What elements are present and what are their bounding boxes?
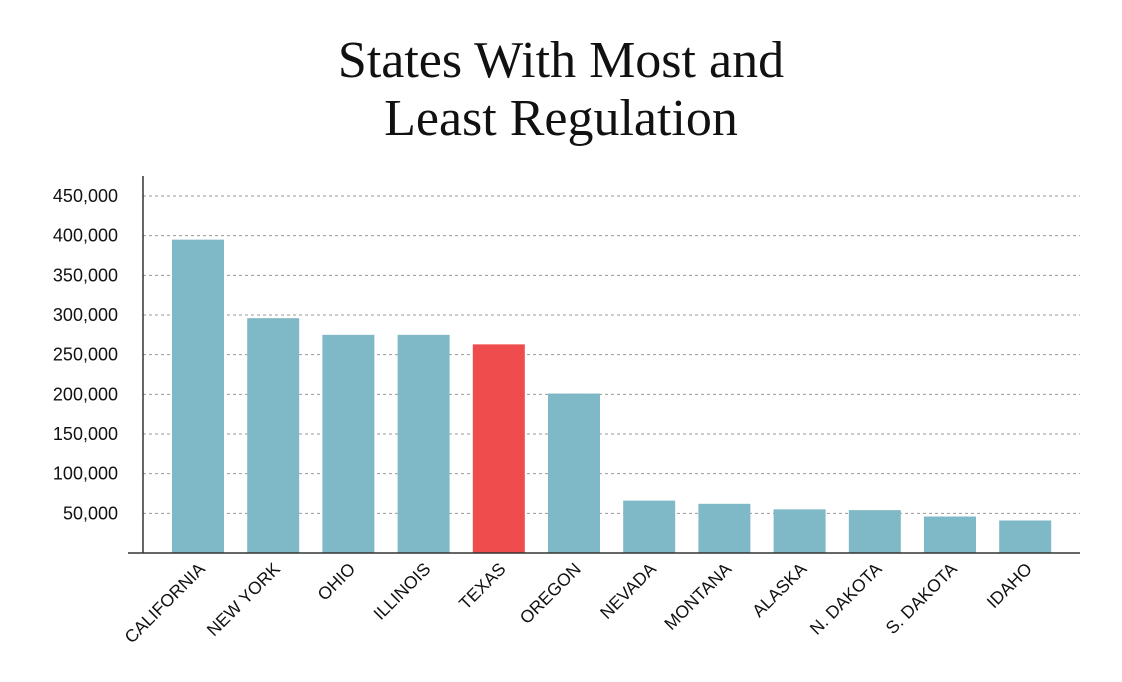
x-tick-label: NEVADA bbox=[596, 558, 660, 622]
bar-new-york bbox=[247, 318, 300, 553]
bar-alaska bbox=[773, 509, 826, 553]
chart-title-line-1: States With Most and bbox=[337, 32, 785, 89]
bar-idaho bbox=[999, 520, 1052, 553]
bar-illinois bbox=[397, 334, 450, 553]
x-tick-label: CALIFORNIA bbox=[120, 558, 209, 647]
x-tick-label: ALASKA bbox=[748, 558, 811, 621]
bar-montana bbox=[698, 503, 751, 553]
y-tick-labels: 50,000 100,000 150,000 200,000 250,000 300,00… bbox=[53, 186, 118, 523]
y-tick-label: 350,000 bbox=[53, 265, 118, 285]
y-tick-label: 150,000 bbox=[53, 424, 118, 444]
axes bbox=[128, 176, 1080, 554]
bars bbox=[172, 239, 1052, 553]
bar-ohio bbox=[322, 334, 375, 553]
x-tick-label: MONTANA bbox=[660, 558, 735, 633]
y-tick-label: 450,000 bbox=[53, 186, 118, 206]
bar-n-dakota bbox=[848, 510, 901, 553]
y-tick-label: 100,000 bbox=[53, 464, 118, 484]
bar-california bbox=[172, 239, 224, 553]
x-tick-label: N. DAKOTA bbox=[806, 558, 886, 638]
bar-nevada bbox=[623, 500, 676, 553]
y-tick-label: 50,000 bbox=[63, 503, 118, 523]
x-tick-label: TEXAS bbox=[455, 559, 510, 614]
x-tick-label: ILLINOIS bbox=[369, 559, 434, 624]
x-tick-label: NEW YORK bbox=[203, 558, 285, 640]
x-tick-label: S. DAKOTA bbox=[882, 558, 961, 637]
bar-oregon bbox=[548, 393, 600, 553]
x-tick-label: OHIO bbox=[313, 559, 359, 605]
bar-texas bbox=[472, 344, 525, 553]
y-tick-label: 300,000 bbox=[53, 305, 118, 325]
y-tick-label: 250,000 bbox=[53, 345, 118, 365]
chart-title: States With Most and Least Regulation bbox=[0, 32, 1122, 148]
x-tick-label: OREGON bbox=[516, 559, 585, 628]
y-tick-label: 200,000 bbox=[53, 384, 118, 404]
chart-title-line-2: Least Regulation bbox=[384, 90, 738, 147]
bar-s-dakota bbox=[924, 516, 976, 553]
y-tick-label: 400,000 bbox=[53, 226, 118, 246]
x-tick-label: IDAHO bbox=[983, 559, 1036, 612]
